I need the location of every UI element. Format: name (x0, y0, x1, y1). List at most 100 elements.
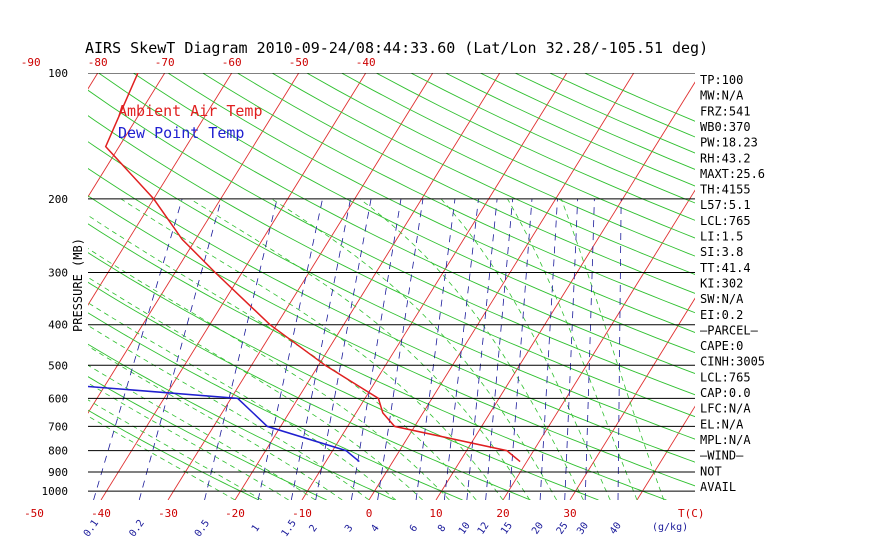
isotherm-line (167, 73, 434, 500)
axis-layer: 1002003004005006007008009001000-120-110-… (21, 56, 624, 539)
pressure-tick-label: 700 (48, 420, 68, 433)
pressure-tick-label: 800 (48, 445, 68, 458)
dry-adiabat-line (88, 343, 395, 500)
dry-adiabat-line (88, 167, 695, 463)
index-value: KI:302 (700, 276, 743, 290)
moist-adiabat-line (560, 198, 665, 500)
index-value: WB0:370 (700, 120, 751, 134)
dry-adiabat-line (88, 89, 695, 396)
isotherm-line (88, 73, 233, 306)
isotherm-line (368, 73, 635, 500)
bottom-temperature-tick-label: -30 (158, 507, 178, 520)
mixing-ratio-tick-label: 20 (530, 520, 546, 536)
dry-adiabat-line (237, 73, 695, 294)
mixing-ratio-tick-label: 0.2 (127, 518, 146, 539)
mixing-ratio-unit-label: (g/kg) (652, 522, 688, 533)
index-value: NOT (700, 464, 722, 478)
dry-adiabat-line (167, 73, 695, 333)
top-temperature-tick-label: -50 (289, 56, 309, 69)
pressure-tick-label: 400 (48, 319, 68, 332)
isotherm-line (636, 405, 695, 500)
index-value: TH:4155 (700, 183, 751, 197)
index-value: SW:N/A (700, 292, 744, 306)
pressure-tick-label: 100 (48, 67, 68, 80)
moist-adiabat-line (88, 399, 263, 500)
index-value: CAP:0.0 (700, 386, 751, 400)
dry-adiabat-line (88, 376, 327, 500)
index-value: MAXT:25.6 (700, 167, 765, 181)
mixing-ratio-line (290, 198, 351, 500)
dry-adiabat-line (133, 73, 695, 354)
top-temperature-tick-label: -90 (21, 56, 41, 69)
top-temperature-tick-label: -80 (88, 56, 108, 69)
dry-adiabat-line (88, 223, 667, 500)
mixing-ratio-line (564, 198, 579, 500)
bottom-temperature-tick-label: 0 (366, 507, 373, 520)
dry-adiabat-line (88, 195, 695, 487)
x-axis-label: T(C) (678, 507, 705, 520)
mixing-ratio-tick-label: 12 (476, 521, 492, 537)
pressure-tick-label: 200 (48, 193, 68, 206)
moist-adiabat-line (88, 324, 370, 500)
moist-adiabat-line (88, 302, 397, 500)
moist-adiabat-line (440, 198, 611, 500)
index-value: CAPE:0 (700, 339, 743, 353)
dry-adiabat-line (271, 73, 695, 275)
dry-adiabat-line (98, 73, 695, 374)
mixing-ratio-line (539, 198, 558, 500)
index-value: SI:3.8 (700, 245, 743, 259)
dewpoint-profile-line (88, 385, 360, 463)
index-value: EI:0.2 (700, 308, 743, 322)
moist-adiabat-line (88, 382, 289, 500)
index-value: FRZ:541 (700, 104, 751, 118)
bottom-temperature-tick-label: 30 (563, 507, 576, 520)
index-value: EL:N/A (700, 417, 744, 431)
top-temperature-tick-label: -60 (222, 56, 242, 69)
index-value: L57:5.1 (700, 198, 751, 212)
mixing-ratio-tick-label: 25 (555, 520, 571, 536)
moist-adiabat-line (88, 276, 423, 500)
isotherm-line (88, 73, 300, 414)
mixing-ratio-line (257, 198, 323, 500)
mixing-ratio-tick-label: 3 (343, 523, 355, 534)
mixing-ratio-tick-label: 0.1 (82, 518, 101, 539)
mixing-ratio-line (584, 198, 595, 500)
pressure-tick-label: 300 (48, 267, 68, 280)
bottom-temperature-tick-label: -10 (292, 507, 312, 520)
index-value: —PARCEL— (700, 323, 759, 337)
mixing-ratio-tick-label: 15 (499, 520, 515, 536)
index-value: MPL:N/A (700, 433, 751, 447)
moist-adiabat-line (88, 248, 450, 500)
moist-adiabat-line (88, 415, 236, 500)
dry-adiabat-line (480, 73, 695, 170)
mixing-ratio-line (138, 198, 222, 500)
mixing-ratio-tick-label: 1.5 (280, 518, 299, 539)
dry-adiabat-line (88, 312, 463, 500)
temperature-profile-line (104, 73, 521, 463)
moist-adiabat-line (88, 364, 316, 500)
index-value: LCL:765 (700, 214, 751, 228)
isotherm-line (771, 73, 870, 500)
pressure-tick-label: 500 (48, 359, 68, 372)
mixing-ratio-tick-label: 10 (457, 521, 473, 537)
moist-adiabat-line (120, 198, 504, 500)
moist-adiabat-line (271, 198, 557, 500)
moist-adiabat-line (359, 198, 584, 500)
y-axis-label: PRESSURE (MB) (71, 238, 85, 332)
series-layer (88, 73, 521, 463)
mixing-ratio-tick-label: 0.5 (193, 518, 212, 539)
mixing-ratio-line (443, 198, 479, 500)
mixing-ratio-tick-label: 40 (608, 520, 624, 536)
index-value: LFC:N/A (700, 402, 751, 416)
index-value: MW:N/A (700, 89, 744, 103)
bottom-temperature-tick-label: 10 (429, 507, 442, 520)
index-value: AVAIL (700, 480, 736, 494)
isotherm-line (234, 73, 501, 500)
dry-adiabat-line (202, 73, 695, 314)
index-value: LCL:765 (700, 370, 751, 384)
top-temperature-tick-label: -70 (155, 56, 175, 69)
isotherm-line (88, 73, 166, 198)
bottom-temperature-tick-label: -20 (225, 507, 245, 520)
